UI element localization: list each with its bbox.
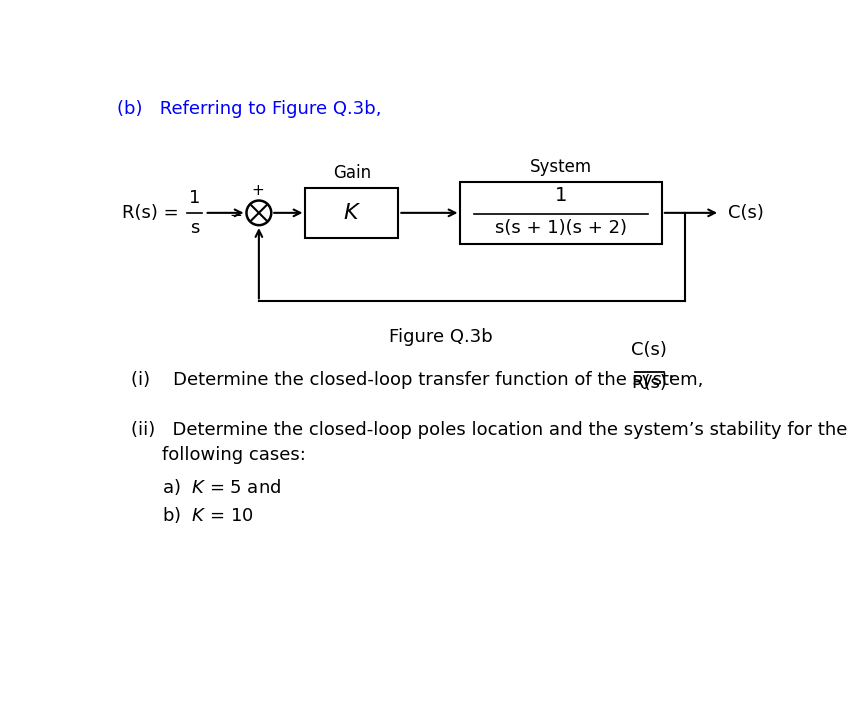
Text: (b)   Referring to Figure Q.3b,: (b) Referring to Figure Q.3b, bbox=[117, 99, 381, 118]
Text: R(s) =: R(s) = bbox=[121, 204, 178, 222]
Bar bbox=[305, 188, 398, 238]
Text: +: + bbox=[251, 183, 263, 198]
Text: b)  $K$ = 10: b) $K$ = 10 bbox=[162, 506, 253, 526]
Text: 1: 1 bbox=[554, 186, 567, 205]
Text: R(s): R(s) bbox=[630, 374, 666, 392]
Text: .: . bbox=[666, 363, 673, 383]
Text: s(s + 1)(s + 2): s(s + 1)(s + 2) bbox=[494, 219, 627, 237]
Bar bbox=[460, 182, 661, 244]
Text: a)  $K$ = 5 and: a) $K$ = 5 and bbox=[162, 477, 281, 497]
Text: C(s): C(s) bbox=[727, 204, 763, 222]
Text: C(s): C(s) bbox=[630, 341, 666, 359]
Text: (ii)   Determine the closed-loop poles location and the system’s stability for t: (ii) Determine the closed-loop poles loc… bbox=[131, 420, 846, 439]
Text: $K$: $K$ bbox=[343, 203, 361, 223]
Text: following cases:: following cases: bbox=[162, 446, 306, 464]
Text: (i)    Determine the closed-loop transfer function of the system,: (i) Determine the closed-loop transfer f… bbox=[131, 370, 703, 389]
Text: 1: 1 bbox=[189, 189, 200, 207]
Text: s: s bbox=[189, 219, 199, 237]
Text: Gain: Gain bbox=[332, 164, 370, 182]
Text: −: − bbox=[230, 209, 242, 223]
Text: System: System bbox=[530, 158, 592, 176]
Text: Figure Q.3b: Figure Q.3b bbox=[388, 328, 492, 346]
